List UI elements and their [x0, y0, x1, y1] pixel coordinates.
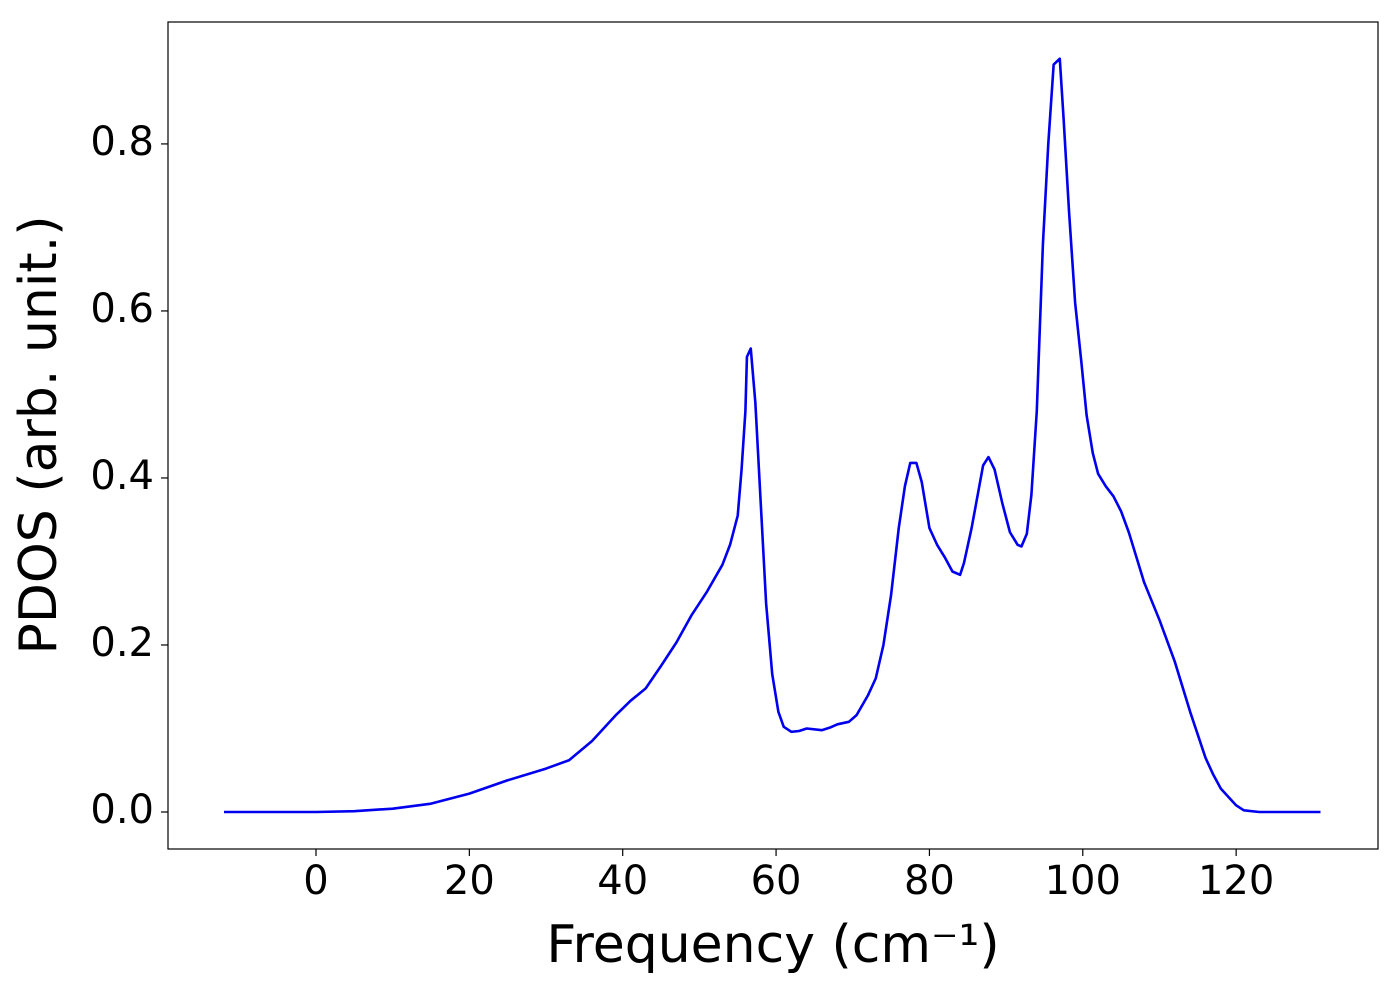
y-tick-label: 0.0 [90, 787, 154, 833]
x-tick-label: 20 [444, 858, 495, 904]
x-tick-label: 80 [904, 858, 955, 904]
x-tick-label: 100 [1045, 858, 1121, 904]
x-tick-label: 40 [597, 858, 648, 904]
y-tick-label: 0.6 [90, 286, 154, 332]
x-tick-label: 120 [1198, 858, 1274, 904]
data-line [223, 57, 1321, 814]
x-axis-label: Frequency (cm⁻¹) [546, 915, 999, 975]
x-tick-label: 0 [303, 858, 328, 904]
y-tick-label: 0.2 [90, 620, 154, 666]
plot-frame [167, 21, 1379, 850]
x-tick-label: 60 [751, 858, 802, 904]
y-tick-label: 0.8 [90, 119, 154, 165]
y-tick-label: 0.4 [90, 453, 154, 499]
y-axis-label: PDOS (arb. unit.) [9, 215, 69, 654]
